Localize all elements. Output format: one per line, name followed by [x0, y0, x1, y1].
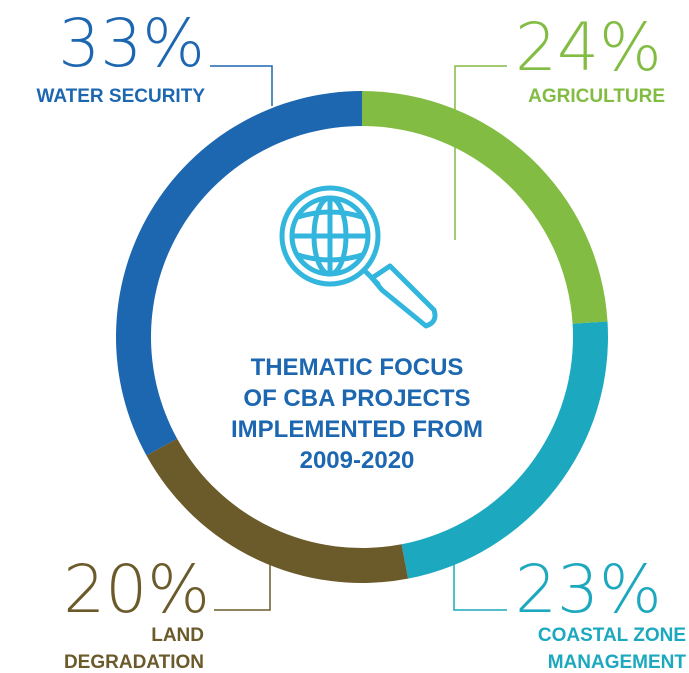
slice-category-land-degradation: LAND — [151, 625, 204, 646]
donut-slice-coastal-zone-management — [401, 321, 609, 579]
slice-category-coastal-zone-management: MANAGEMENT — [548, 652, 687, 673]
chart-title-line: THEMATIC FOCUS — [251, 354, 464, 381]
slice-labels: 24%AGRICULTURE 23%COASTAL ZONE MANAGEMENT 2… — [36, 5, 686, 673]
chart-title-line: OF CBA PROJECTS — [243, 385, 470, 412]
leader-line-water-security — [210, 65, 273, 106]
slice-value-water-security: 33% — [58, 5, 205, 82]
donut-slice-agriculture — [362, 91, 608, 324]
chart-title: THEMATIC FOCUS OF CBA PROJECTS IMPLEMENTED… — [231, 354, 483, 474]
slice-category-agriculture: AGRICULTURE — [528, 86, 665, 107]
leader-line-coastal-zone-management — [453, 560, 507, 611]
slice-category-land-degradation: DEGRADATION — [64, 652, 204, 673]
leader-line-land-degradation — [214, 560, 271, 611]
chart-title-line: 2009-2020 — [300, 447, 415, 474]
slice-category-coastal-zone-management: COASTAL ZONE — [538, 625, 686, 646]
leader-lines — [210, 65, 507, 611]
leader-line-agriculture — [454, 65, 507, 240]
donut-slices — [116, 91, 609, 583]
donut-slice-water-security — [116, 91, 362, 456]
slice-category-water-security: WATER SECURITY — [36, 86, 205, 107]
slice-value-coastal-zone-management: 23% — [515, 551, 662, 628]
globe-magnifier-icon — [279, 185, 438, 329]
donut-slice-land-degradation — [146, 438, 409, 583]
slice-value-land-degradation: 20% — [63, 551, 210, 628]
chart-title-line: IMPLEMENTED FROM — [231, 416, 483, 443]
slice-value-agriculture: 24% — [515, 9, 662, 86]
